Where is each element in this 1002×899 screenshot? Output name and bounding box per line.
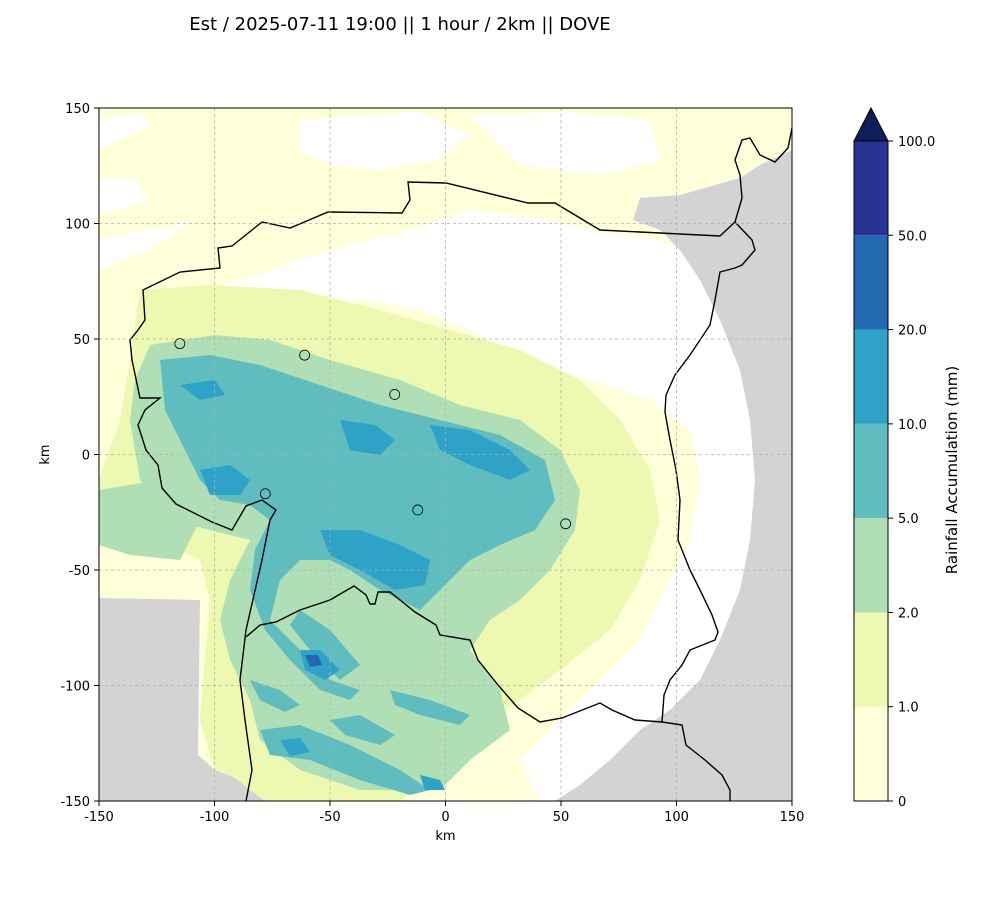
x-axis-ticks: -150 -100 -50 0 50 100 150 (84, 801, 804, 825)
x-tick-label: -100 (200, 810, 230, 825)
y-tick-label: 50 (73, 333, 90, 348)
colorbar: 0 1.0 2.0 5.0 10.0 20.0 50.0 100.0 (853, 106, 935, 810)
y-axis-label: km (38, 444, 53, 464)
station-marker (299, 349, 310, 361)
colorbar-segment (854, 329, 888, 424)
colorbar-tick-label: 0 (898, 795, 906, 810)
x-tick-label: 50 (553, 810, 570, 825)
colorbar-segment (854, 235, 888, 330)
colorbar-tick-label: 5.0 (898, 512, 919, 527)
y-tick-label: 0 (82, 449, 90, 464)
station-marker (259, 488, 271, 500)
colorbar-label: Rainfall Accumulation (mm) (943, 366, 961, 574)
x-tick-label: -50 (319, 810, 340, 825)
y-tick-label: -150 (60, 795, 90, 810)
colorbar-tick-label: 20.0 (898, 324, 927, 339)
colorbar-tick-label: 10.0 (898, 418, 927, 433)
colorbar-tick-label: 2.0 (898, 606, 919, 621)
y-tick-label: 100 (65, 218, 90, 233)
y-tick-label: 150 (65, 102, 90, 117)
colorbar-segment (854, 518, 888, 613)
y-tick-label: -50 (69, 564, 90, 579)
gridlines (99, 108, 792, 801)
x-tick-label: 100 (664, 810, 689, 825)
x-axis-label: km (435, 829, 455, 844)
colorbar-tick-label: 50.0 (898, 229, 927, 244)
station-marker (412, 504, 424, 516)
y-axis-ticks: -150 -100 -50 0 50 100 150 (60, 102, 99, 810)
x-tick-label: -150 (84, 810, 114, 825)
x-tick-label: 0 (441, 810, 449, 825)
y-tick-label: -100 (60, 680, 90, 695)
colorbar-segment (854, 141, 888, 236)
colorbar-segment (854, 706, 888, 801)
no-coverage-regions (99, 150, 792, 801)
colorbar-tick-label: 100.0 (898, 135, 935, 150)
station-marker (389, 389, 401, 400)
x-tick-label: 150 (780, 810, 805, 825)
colorbar-extend-arrow (853, 106, 889, 142)
map-plot-area (99, 108, 792, 801)
colorbar-segment (854, 423, 888, 519)
coastline-borders (129, 127, 792, 801)
station-marker (174, 338, 186, 350)
chart-title: Est / 2025-07-11 19:00 || 1 hour / 2km |… (189, 14, 611, 35)
radar-stations (174, 338, 572, 530)
colorbar-tick-label: 1.0 (898, 701, 919, 716)
colorbar-frame (853, 140, 889, 802)
station-marker (560, 518, 572, 530)
colorbar-segment (854, 612, 888, 707)
rain-field-20-50mm (305, 655, 322, 667)
